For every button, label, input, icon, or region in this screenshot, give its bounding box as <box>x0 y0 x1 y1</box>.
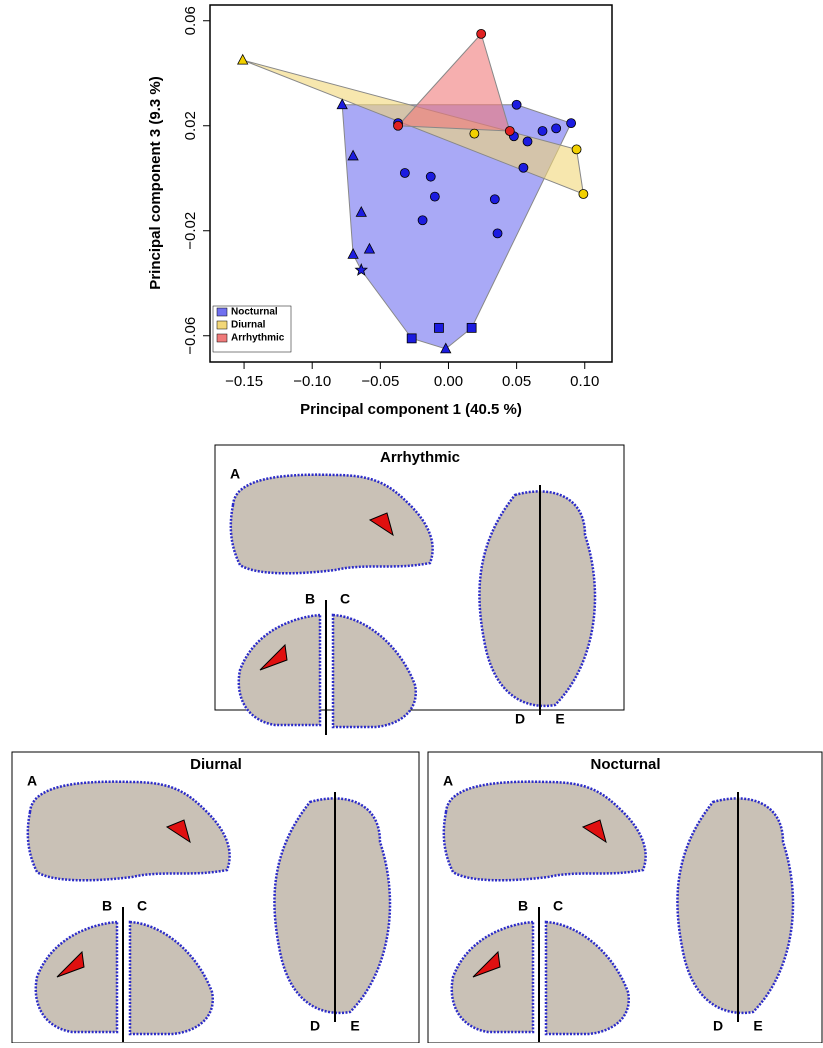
legend-swatch <box>217 308 227 316</box>
point <box>394 121 403 130</box>
view-label: E <box>555 711 564 727</box>
view-label: D <box>713 1018 723 1034</box>
view-label: A <box>27 773 37 789</box>
view-label: C <box>553 898 563 914</box>
view-label: B <box>305 591 315 607</box>
panel-title: Diurnal <box>190 756 242 773</box>
view-label: E <box>350 1018 359 1034</box>
view-label: A <box>230 466 240 482</box>
view-label: B <box>102 898 112 914</box>
view-label: A <box>443 773 453 789</box>
point <box>572 145 581 154</box>
point <box>477 29 486 38</box>
figure: Principal component 1 (40.5 %) Principal… <box>0 0 823 1043</box>
point <box>505 127 514 136</box>
skull-rear-right <box>333 615 416 727</box>
hull <box>398 34 510 131</box>
skull-dorsal <box>677 798 793 1013</box>
skull-rear-left <box>452 922 533 1032</box>
y-tick-label: −0.02 <box>182 212 199 250</box>
legend-label: Nocturnal <box>231 307 278 318</box>
point <box>567 119 576 128</box>
skull-lateral <box>444 782 646 881</box>
point <box>493 229 502 238</box>
panel: Nocturnal A B C D E <box>428 752 822 1043</box>
y-tick-label: −0.06 <box>182 317 199 355</box>
legend-label: Arrhythmic <box>231 333 285 344</box>
panel-title: Arrhythmic <box>380 449 460 466</box>
view-label: D <box>515 711 525 727</box>
y-tick-label: 0.02 <box>182 111 199 140</box>
x-tick-label: −0.15 <box>225 373 263 390</box>
legend-label: Diurnal <box>231 320 266 331</box>
y-axis-label: Principal component 3 (9.3 %) <box>147 76 164 289</box>
legend-swatch <box>217 334 227 342</box>
point <box>426 172 435 181</box>
point <box>407 334 416 343</box>
panel: Diurnal A B C D E <box>12 752 419 1043</box>
x-tick-label: 0.05 <box>502 373 531 390</box>
view-label: E <box>753 1018 762 1034</box>
view-label: C <box>137 898 147 914</box>
point <box>430 192 439 201</box>
legend-swatch <box>217 321 227 329</box>
point <box>552 124 561 133</box>
skull-rear-left <box>36 922 117 1032</box>
point <box>490 195 499 204</box>
skull-rear-right <box>130 922 213 1034</box>
point <box>238 55 248 65</box>
x-axis-label: Principal component 1 (40.5 %) <box>300 401 522 418</box>
panel: Arrhythmic A B C D E <box>215 445 624 735</box>
point <box>418 216 427 225</box>
point <box>434 323 443 332</box>
point <box>467 323 476 332</box>
point <box>512 100 521 109</box>
view-label: D <box>310 1018 320 1034</box>
point <box>538 127 547 136</box>
point <box>519 163 528 172</box>
skull-lateral <box>231 475 433 574</box>
panel-title: Nocturnal <box>590 756 660 773</box>
skull-lateral <box>28 782 230 881</box>
skull-dorsal <box>479 491 595 706</box>
skull-rear-right <box>546 922 629 1034</box>
view-label: B <box>518 898 528 914</box>
view-label: C <box>340 591 350 607</box>
point <box>470 129 479 138</box>
point <box>579 190 588 199</box>
skull-rear-left <box>239 615 320 725</box>
point <box>523 137 532 146</box>
x-tick-label: 0.10 <box>570 373 599 390</box>
x-tick-label: 0.00 <box>434 373 463 390</box>
x-tick-label: −0.05 <box>361 373 399 390</box>
x-tick-label: −0.10 <box>293 373 331 390</box>
y-tick-label: 0.06 <box>182 6 199 35</box>
point <box>400 169 409 178</box>
skull-dorsal <box>274 798 390 1013</box>
